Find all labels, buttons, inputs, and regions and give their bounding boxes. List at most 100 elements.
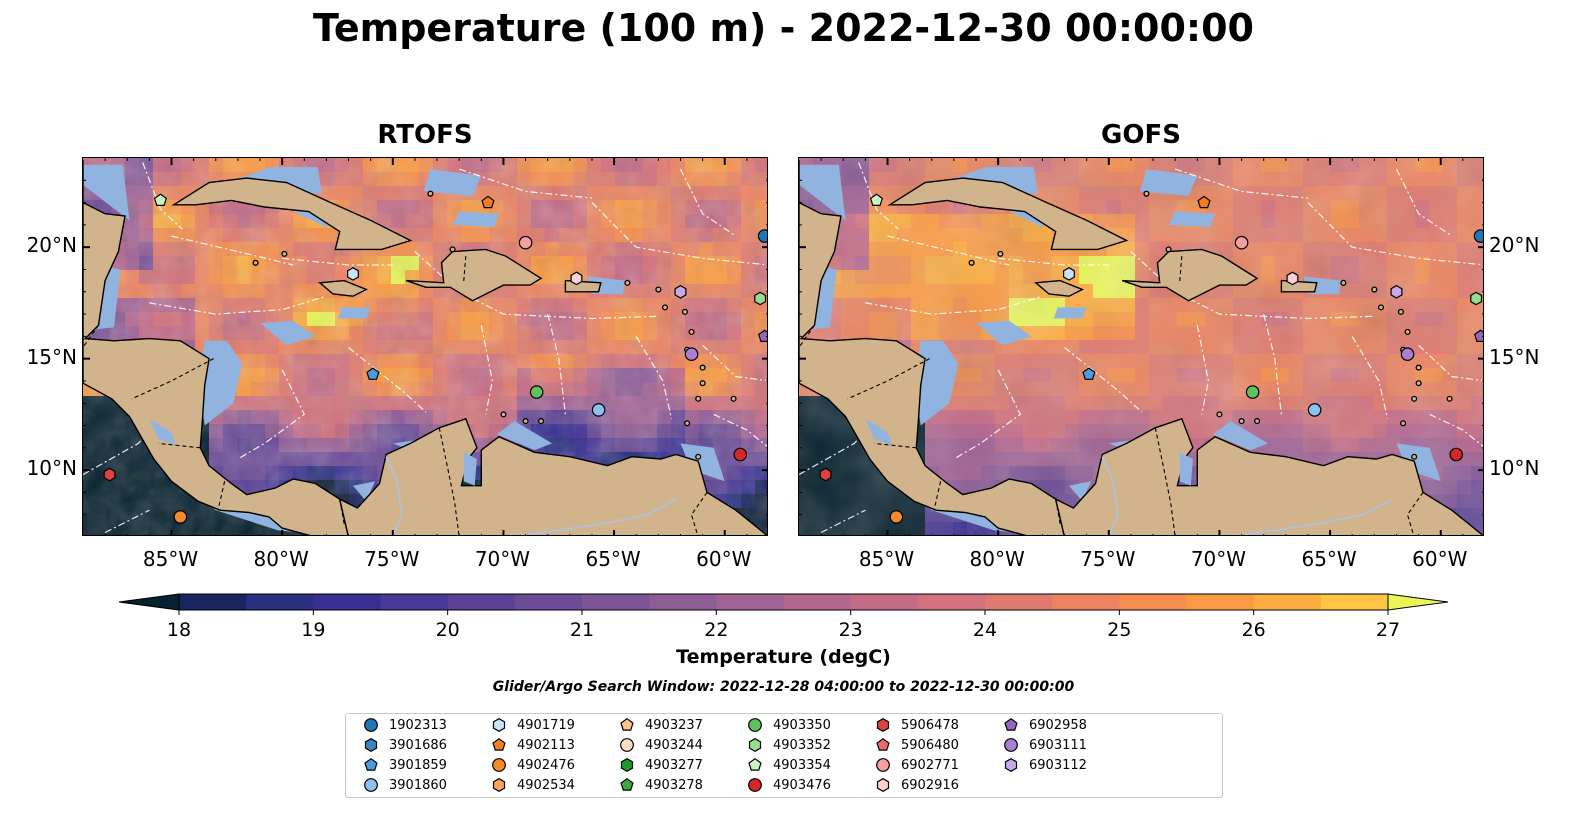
colorbar-tick-label: 20 [435,619,460,641]
legend-marker [620,777,634,791]
legend-label: 6903112 [1029,757,1087,773]
legend-label: 4903237 [645,717,703,733]
legend-label: 6902916 [901,777,959,793]
lat-tick-label-right: 10°N [1489,456,1540,481]
float-marker-3901859 [366,367,380,380]
legend-item-4903278: 4903278 [618,776,703,794]
legend-item-5906480: 5906480 [874,736,959,754]
legend-item-4903476: 4903476 [746,776,831,794]
float-marker-6902771 [518,235,533,250]
float-marker-4902476 [889,510,904,524]
legend-marker [876,737,890,751]
colorbar-under-extension [118,593,180,611]
float-marker-6902958 [757,329,767,342]
pentagon-marker-icon [364,757,378,771]
legend-marker [492,737,506,751]
gofs-panel-title: GOFS [1101,120,1181,150]
float-marker-6903112 [1390,284,1403,299]
colorbar-segment [514,594,583,610]
colorbar-segment [1320,594,1389,610]
lon-tick-label: 65°W [1301,547,1357,571]
lon-tick-label: 75°W [1080,547,1136,571]
colorbar-tick-label: 22 [704,619,729,641]
lon-tick-label: 85°W [142,547,199,571]
float-marker-1902313 [757,229,767,243]
legend-item-4903350: 4903350 [746,716,831,734]
colorbar-segment [716,594,785,610]
pentagon-marker-icon [620,717,634,731]
float-marker-6903111 [684,347,699,361]
rtofs-panel-title: RTOFS [377,120,473,150]
float-marker-6903112 [674,284,687,299]
legend-item-5906478: 5906478 [874,716,959,734]
legend-marker [1004,738,1018,752]
legend-item-4903277: 4903277 [618,756,703,774]
colorbar-segment [917,594,986,610]
lon-tick-label: 85°W [858,547,915,571]
legend-marker [364,738,378,752]
legend-label: 4902113 [517,737,575,753]
legend-marker [620,758,634,772]
hexagon-marker-icon [1004,758,1018,772]
legend-label: 4903277 [645,757,703,773]
circle-marker-icon [620,738,634,752]
colorbar-tick-label: 24 [972,619,998,641]
legend-item-6903111: 6903111 [1002,736,1087,754]
lon-tick-label: 80°W [253,547,309,571]
legend-label: 4903350 [773,717,831,733]
float-marker-3901860 [591,403,606,417]
float-marker-4902113 [1197,195,1211,209]
legend-label: 6902771 [901,757,959,773]
legend-label: 6902958 [1029,717,1087,733]
circle-marker-icon [364,718,378,732]
hexagon-marker-icon [492,718,506,732]
hexagon-marker-icon [364,738,378,752]
circle-marker-icon [748,718,762,732]
legend-marker [876,778,890,792]
legend-item-3901859: 3901859 [362,756,447,774]
legend-item-4903237: 4903237 [618,716,703,734]
legend-marker [748,738,762,752]
colorbar-tick-label: 27 [1375,619,1401,641]
pentagon-marker-icon [876,737,890,751]
pentagon-marker-icon [620,777,634,791]
colorbar-segment [179,594,247,610]
legend-marker [876,718,890,732]
float-marker-4903354 [153,193,168,206]
legend-label: 4903354 [773,757,831,773]
pentagon-marker-icon [1004,717,1018,731]
search-window-text: Glider/Argo Search Window: 2022-12-28 04… [492,679,1075,695]
float-marker-4901719 [1063,267,1075,281]
float-marker-4902113 [481,195,495,209]
float-marker-3901859 [1082,367,1096,380]
lon-tick-label: 65°W [585,547,641,571]
legend-item-3901686: 3901686 [362,736,447,754]
colorbar-segment [783,594,852,610]
colorbar-tick-label: 19 [301,619,326,641]
colorbar-segment [1052,594,1120,610]
pentagon-marker-icon [492,737,506,751]
lon-tick-label: 80°W [969,547,1025,571]
legend-label: 5906480 [901,737,959,753]
float-marker-4901719 [347,267,359,281]
legend-marker [364,718,378,732]
colorbar-segment [313,594,382,610]
legend-marker [620,738,634,752]
legend-marker [364,778,378,792]
legend-label: 1902313 [389,717,447,733]
legend-item-4903244: 4903244 [618,736,703,754]
legend-label: 4903476 [773,777,831,793]
float-marker-6902958 [1473,329,1483,342]
circle-marker-icon [748,778,762,792]
float-marker-4903350 [529,385,544,399]
colorbar-tick-label: 23 [838,619,863,641]
legend-label: 4903352 [773,737,831,753]
hexagon-marker-icon [876,718,890,732]
float-marker-6902771 [1234,235,1249,250]
legend-marker [620,717,634,731]
colorbar-tick-label: 21 [569,619,595,641]
float-marker-6902916 [570,271,583,286]
legend-label: 4902476 [517,757,575,773]
float-marker-4903352 [754,291,767,306]
float-marker-4902476 [173,510,188,524]
